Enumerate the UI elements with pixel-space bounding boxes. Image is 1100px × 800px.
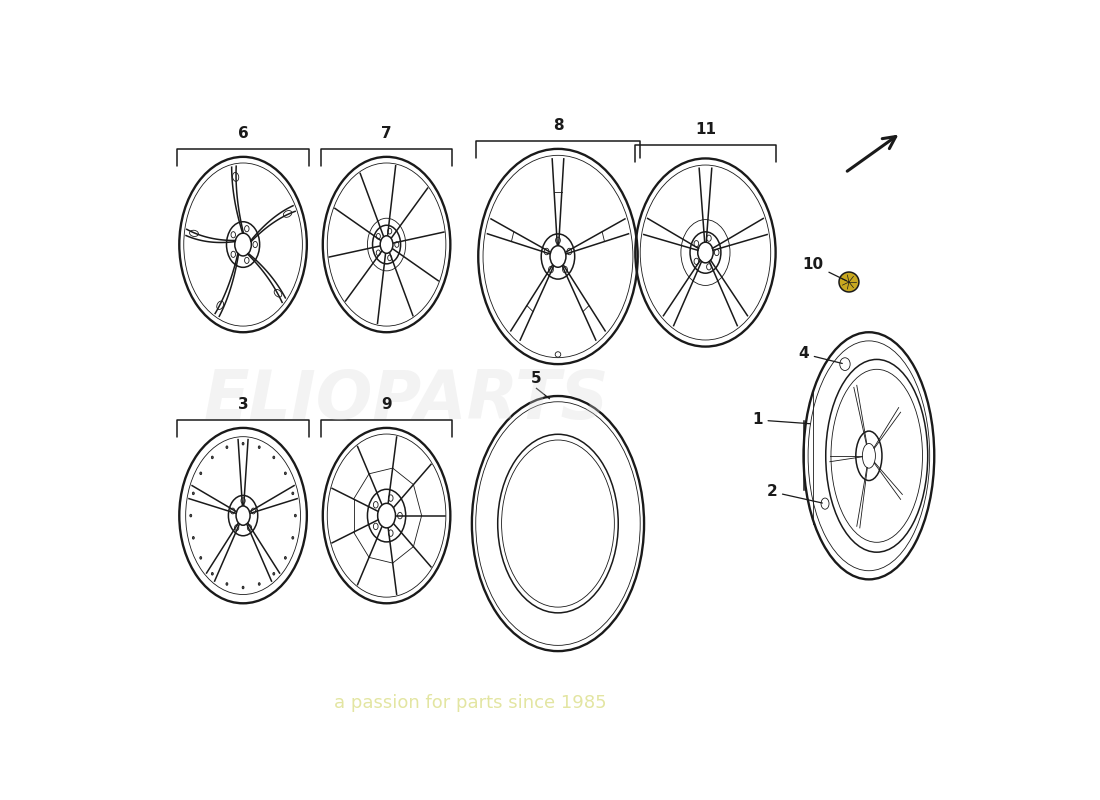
Ellipse shape	[694, 241, 698, 246]
Ellipse shape	[706, 264, 712, 270]
Ellipse shape	[821, 498, 829, 510]
Ellipse shape	[839, 272, 859, 292]
Text: 1: 1	[752, 413, 811, 427]
Ellipse shape	[376, 234, 381, 239]
Ellipse shape	[258, 582, 261, 586]
Text: 6: 6	[238, 126, 249, 141]
Ellipse shape	[292, 492, 294, 494]
Text: a passion for parts since 1985: a passion for parts since 1985	[334, 694, 606, 712]
Ellipse shape	[226, 582, 228, 586]
Ellipse shape	[190, 514, 191, 517]
Ellipse shape	[566, 248, 572, 254]
Ellipse shape	[373, 502, 378, 508]
Ellipse shape	[241, 498, 245, 503]
Ellipse shape	[292, 537, 294, 539]
Ellipse shape	[694, 258, 698, 265]
Ellipse shape	[562, 266, 568, 273]
Ellipse shape	[244, 226, 249, 232]
Ellipse shape	[242, 586, 244, 589]
Ellipse shape	[226, 446, 228, 449]
Ellipse shape	[251, 508, 255, 514]
Ellipse shape	[395, 242, 399, 247]
Ellipse shape	[253, 242, 257, 248]
Ellipse shape	[231, 232, 235, 238]
Text: 3: 3	[238, 397, 249, 412]
Ellipse shape	[231, 251, 235, 258]
Ellipse shape	[387, 228, 392, 234]
Ellipse shape	[242, 442, 244, 445]
Ellipse shape	[549, 266, 553, 273]
Text: 7: 7	[382, 126, 392, 141]
Ellipse shape	[714, 250, 719, 256]
Ellipse shape	[200, 472, 201, 474]
Ellipse shape	[388, 495, 393, 502]
Ellipse shape	[244, 258, 249, 263]
Text: 10: 10	[803, 257, 847, 281]
Ellipse shape	[273, 573, 275, 575]
Ellipse shape	[295, 514, 296, 517]
Ellipse shape	[258, 446, 261, 449]
Ellipse shape	[387, 255, 392, 261]
Ellipse shape	[706, 235, 712, 242]
Text: 4: 4	[799, 346, 843, 363]
Ellipse shape	[211, 456, 213, 458]
Ellipse shape	[397, 512, 403, 519]
Text: 2: 2	[767, 484, 823, 503]
Ellipse shape	[273, 456, 275, 458]
Ellipse shape	[192, 492, 195, 494]
Ellipse shape	[556, 237, 560, 243]
Ellipse shape	[544, 248, 549, 254]
Ellipse shape	[373, 523, 378, 530]
Ellipse shape	[248, 525, 252, 530]
Ellipse shape	[231, 508, 235, 514]
Ellipse shape	[376, 250, 381, 255]
Text: 8: 8	[552, 118, 563, 133]
Ellipse shape	[839, 358, 850, 370]
Ellipse shape	[234, 525, 239, 530]
Ellipse shape	[556, 352, 561, 357]
Ellipse shape	[285, 557, 286, 559]
Text: 11: 11	[695, 122, 716, 137]
Ellipse shape	[211, 573, 213, 575]
Ellipse shape	[192, 537, 195, 539]
Ellipse shape	[200, 557, 201, 559]
Text: 9: 9	[382, 397, 392, 412]
Ellipse shape	[285, 472, 286, 474]
Text: ELIOPARTS: ELIOPARTS	[204, 367, 609, 433]
Ellipse shape	[388, 530, 393, 536]
Text: 5: 5	[531, 371, 542, 386]
